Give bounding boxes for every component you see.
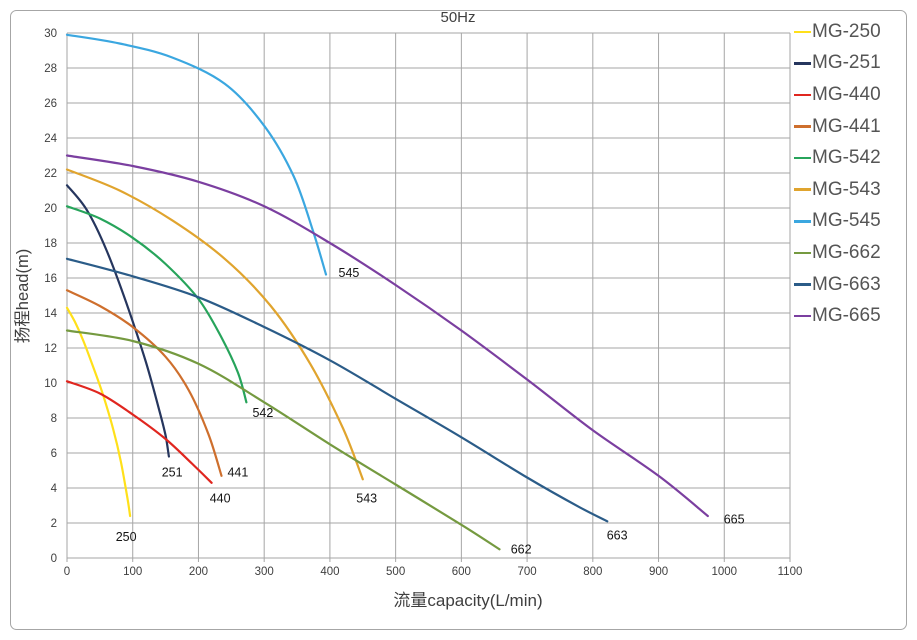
curve-label-663: 663 <box>607 528 628 542</box>
x-axis-title: 流量capacity(L/min) <box>393 591 542 610</box>
x-tick-label: 100 <box>123 566 142 578</box>
legend-label-543: MG-543 <box>812 178 881 200</box>
legend-item-251: MG-251 <box>794 48 881 80</box>
y-tick-label: 26 <box>44 98 57 110</box>
y-tick-label: 10 <box>44 378 57 390</box>
figure-border <box>10 10 907 630</box>
legend-item-662: MG-662 <box>794 237 881 269</box>
y-axis-title: 扬程head(m) <box>13 249 32 343</box>
x-tick-label: 1100 <box>778 566 803 578</box>
y-tick-label: 28 <box>44 63 57 75</box>
curve-mg-543 <box>65 168 364 481</box>
legend-item-250: MG-250 <box>794 16 881 48</box>
curve-mg-542 <box>65 205 248 404</box>
legend-swatch-662 <box>794 251 811 255</box>
legend-item-542: MG-542 <box>794 142 881 174</box>
y-tick-label: 18 <box>44 238 57 250</box>
x-axis-tick-labels: 0 100 200 300 400 500 600 700 800 900 1000 1100 <box>64 566 803 578</box>
legend: MG-250 MG-251 MG-440 MG-441 MG-542 MG-543 MG-5… <box>794 16 881 332</box>
chart-title: 50Hz <box>440 9 475 26</box>
x-tick-label: 1000 <box>711 566 737 578</box>
x-tick-label: 700 <box>517 566 536 578</box>
curve-mg-440 <box>65 380 213 484</box>
legend-label-251: MG-251 <box>812 52 881 74</box>
x-tick-label: 900 <box>649 566 668 578</box>
legend-swatch-545 <box>794 220 811 223</box>
x-tick-label: 0 <box>64 566 70 578</box>
curve-label-665: 665 <box>724 513 745 527</box>
gridlines <box>66 32 791 559</box>
y-tick-label: 6 <box>51 448 57 460</box>
legend-item-663: MG-663 <box>794 269 881 301</box>
curve-label-662: 662 <box>511 542 532 556</box>
curve-mg-663 <box>65 257 609 523</box>
x-tick-label: 300 <box>255 566 274 578</box>
legend-swatch-441 <box>794 125 811 128</box>
y-tick-label: 14 <box>44 308 57 320</box>
curve-label-251: 251 <box>162 465 183 479</box>
curve-mg-545 <box>65 33 328 276</box>
legend-swatch-250 <box>794 30 811 34</box>
x-tick-label: 800 <box>583 566 602 578</box>
legend-item-665: MG-665 <box>794 300 881 332</box>
x-tick-label: 200 <box>189 566 208 578</box>
legend-swatch-542 <box>794 156 811 160</box>
curve-label-440: 440 <box>210 492 231 506</box>
curve-label-441: 441 <box>227 465 248 479</box>
y-tick-label: 8 <box>51 413 57 425</box>
y-tick-label: 12 <box>44 343 57 355</box>
legend-swatch-543 <box>794 188 811 192</box>
curve-label-250: 250 <box>116 530 137 544</box>
curve-mg-662 <box>65 329 501 551</box>
legend-swatch-665 <box>794 314 811 318</box>
y-tick-label: 24 <box>44 133 57 145</box>
x-tick-label: 600 <box>452 566 471 578</box>
y-tick-label: 16 <box>44 273 57 285</box>
legend-label-665: MG-665 <box>812 305 881 327</box>
y-tick-label: 2 <box>51 518 57 530</box>
curve-label-545: 545 <box>339 266 360 280</box>
y-tick-label: 4 <box>51 483 58 495</box>
legend-item-543: MG-543 <box>794 174 881 206</box>
legend-swatch-440 <box>794 93 811 97</box>
legend-swatch-663 <box>794 283 811 286</box>
curve-mg-251 <box>65 184 170 458</box>
legend-swatch-251 <box>794 62 811 65</box>
legend-item-545: MG-545 <box>794 206 881 238</box>
x-tick-label: 400 <box>320 566 339 578</box>
legend-label-662: MG-662 <box>812 241 881 263</box>
y-tick-label: 0 <box>51 553 57 565</box>
legend-item-441: MG-441 <box>794 111 881 143</box>
legend-label-441: MG-441 <box>812 115 881 137</box>
curve-end-labels: 250 251 440 441 542 543 545 662 663 665 <box>116 266 745 557</box>
curve-label-543: 543 <box>356 492 377 506</box>
y-tick-label: 20 <box>44 203 57 215</box>
legend-label-545: MG-545 <box>812 210 881 232</box>
curve-series <box>65 33 709 551</box>
legend-label-663: MG-663 <box>812 273 881 295</box>
curve-mg-665 <box>65 154 709 518</box>
legend-label-542: MG-542 <box>812 147 881 169</box>
curve-mg-441 <box>65 289 223 477</box>
y-tick-label: 22 <box>44 168 57 180</box>
y-tick-label: 30 <box>44 28 57 40</box>
legend-label-440: MG-440 <box>812 83 881 105</box>
x-tick-label: 500 <box>386 566 405 578</box>
legend-item-440: MG-440 <box>794 79 881 111</box>
legend-label-250: MG-250 <box>812 20 881 42</box>
curve-label-542: 542 <box>252 406 273 420</box>
axis-tick-marks <box>66 558 791 562</box>
